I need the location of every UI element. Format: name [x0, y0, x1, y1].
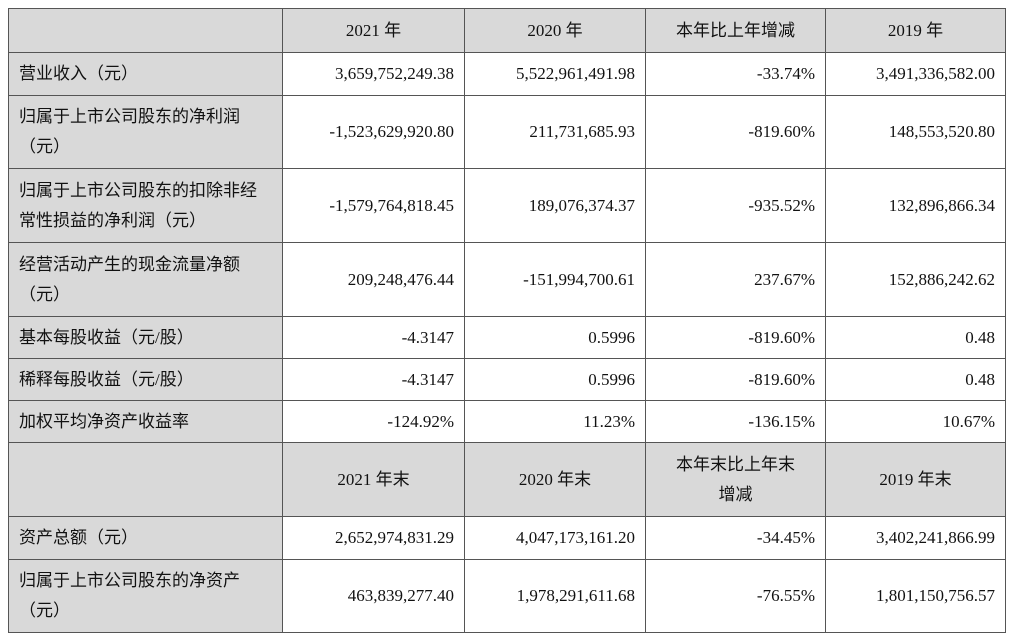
header-cell: 本年比上年增减: [645, 8, 826, 53]
value-cell: 463,839,277.40: [282, 559, 465, 633]
data-row: 归属于上市公司股东的净资产（元） 463,839,277.40 1,978,291,…: [8, 559, 1006, 633]
data-row: 稀释每股收益（元/股） -4.3147 0.5996 -819.60% 0.48: [8, 358, 1006, 401]
data-row: 资产总额（元） 2,652,974,831.29 4,047,173,161.20-…: [8, 516, 1006, 560]
value-cell: -136.15%: [645, 400, 826, 443]
value-cell: 132,896,866.34: [825, 168, 1006, 243]
value-cell: 0.48: [825, 358, 1006, 401]
value-cell: 209,248,476.44: [282, 242, 465, 317]
header-cell: 2020 年: [464, 8, 646, 53]
data-row: 归属于上市公司股东的扣除非经常性损益的净利润（元） -1,579,764,818.…: [8, 168, 1006, 243]
value-cell: 1,978,291,611.68: [464, 559, 646, 633]
row-label: 归属于上市公司股东的净利润（元）: [8, 95, 283, 169]
row-label: 归属于上市公司股东的扣除非经常性损益的净利润（元）: [8, 168, 283, 243]
value-cell: -76.55%: [645, 559, 826, 633]
value-cell: 3,491,336,582.00: [825, 52, 1006, 96]
value-cell: 5,522,961,491.98: [464, 52, 646, 96]
row-label: 基本每股收益（元/股）: [8, 316, 283, 359]
row-label: 经营活动产生的现金流量净额（元）: [8, 242, 283, 317]
data-row: 营业收入（元） 3,659,752,249.38 5,522,961,491.98-…: [8, 52, 1006, 96]
row-label: 加权平均净资产收益率: [8, 400, 283, 443]
value-cell: -4.3147: [282, 316, 465, 359]
value-cell: -819.60%: [645, 358, 826, 401]
row-label: 资产总额（元）: [8, 516, 283, 560]
data-row: 经营活动产生的现金流量净额（元） 209,248,476.44 -151,994,7…: [8, 242, 1006, 317]
row-label: 归属于上市公司股东的净资产（元）: [8, 559, 283, 633]
value-cell: 0.5996: [464, 358, 646, 401]
value-cell: 11.23%: [464, 400, 646, 443]
value-cell: 0.48: [825, 316, 1006, 359]
value-cell: -33.74%: [645, 52, 826, 96]
value-cell: 4,047,173,161.20: [464, 516, 646, 560]
value-cell: -34.45%: [645, 516, 826, 560]
value-cell: 0.5996: [464, 316, 646, 359]
value-cell: 237.67%: [645, 242, 826, 317]
value-cell: 1,801,150,756.57: [825, 559, 1006, 633]
header-row: 2021 年末 2020 年末 本年末比上年末增减 2019 年末: [8, 442, 1006, 517]
value-cell: -1,523,629,920.80: [282, 95, 465, 169]
header-row: 2021 年 2020 年本年比上年增减 2019 年: [8, 8, 1006, 53]
value-cell: -819.60%: [645, 316, 826, 359]
data-row: 归属于上市公司股东的净利润（元） -1,523,629,920.80 211,731…: [8, 95, 1006, 169]
row-label: 稀释每股收益（元/股）: [8, 358, 283, 401]
value-cell: -1,579,764,818.45: [282, 168, 465, 243]
value-cell: -935.52%: [645, 168, 826, 243]
value-cell: 152,886,242.62: [825, 242, 1006, 317]
value-cell: 211,731,685.93: [464, 95, 646, 169]
value-cell: 3,659,752,249.38: [282, 52, 465, 96]
header-cell: 2019 年: [825, 8, 1006, 53]
value-cell: -124.92%: [282, 400, 465, 443]
header-cell: 2020 年末: [464, 442, 646, 517]
header-cell: 2021 年: [282, 8, 465, 53]
value-cell: 10.67%: [825, 400, 1006, 443]
value-cell: 2,652,974,831.29: [282, 516, 465, 560]
header-cell: 本年末比上年末增减: [645, 442, 826, 517]
header-cell: 2019 年末: [825, 442, 1006, 517]
financial-table: 2021 年 2020 年本年比上年增减 2019 年营业收入（元） 3,659,75…: [8, 8, 1006, 633]
table-body: 2021 年 2020 年本年比上年增减 2019 年营业收入（元） 3,659,75…: [8, 8, 1006, 633]
value-cell: 148,553,520.80: [825, 95, 1006, 169]
value-cell: 189,076,374.37: [464, 168, 646, 243]
header-cell: 2021 年末: [282, 442, 465, 517]
value-cell: -819.60%: [645, 95, 826, 169]
header-corner: [8, 8, 283, 53]
header-corner: [8, 442, 283, 517]
value-cell: 3,402,241,866.99: [825, 516, 1006, 560]
value-cell: -4.3147: [282, 358, 465, 401]
value-cell: -151,994,700.61: [464, 242, 646, 317]
data-row: 加权平均净资产收益率 -124.92% 11.23% -136.15% 10.67%: [8, 400, 1006, 443]
data-row: 基本每股收益（元/股） -4.3147 0.5996 -819.60% 0.48: [8, 316, 1006, 359]
row-label: 营业收入（元）: [8, 52, 283, 96]
